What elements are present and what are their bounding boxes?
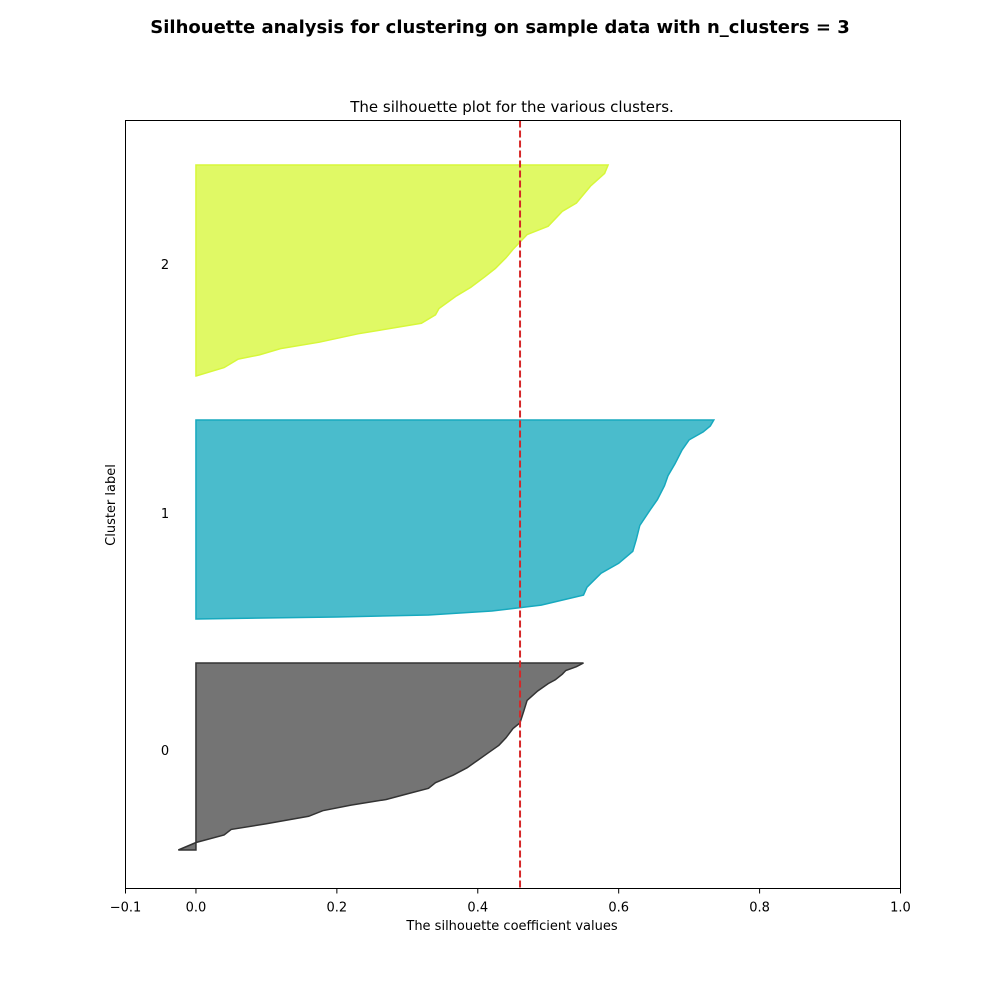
cluster-label-2: 2: [161, 258, 169, 273]
silhouette-area-cluster-2: [195, 164, 610, 377]
cluster-label-1: 1: [161, 507, 169, 522]
x-tick-label: 0.8: [749, 901, 770, 916]
y-axis-label: Cluster label: [104, 464, 119, 546]
cluster-label-0: 0: [161, 744, 169, 759]
x-tick-label: 0.6: [608, 901, 629, 916]
cluster-labels: 0 1 2: [161, 258, 169, 759]
x-tick-label: 0.4: [467, 901, 488, 916]
x-tick-label: 1.0: [890, 901, 911, 916]
silhouette-areas: [178, 164, 716, 851]
x-tick-label: −0.1: [110, 901, 142, 916]
axes-frame: [125, 120, 901, 889]
plot-title: The silhouette plot for the various clus…: [349, 98, 674, 116]
x-tick-label: 0.0: [186, 901, 207, 916]
x-axis-label: The silhouette coefficient values: [405, 919, 617, 934]
x-tick-label: 0.2: [327, 901, 348, 916]
silhouette-area-cluster-1: [195, 419, 716, 620]
silhouette-area-cluster-0: [178, 662, 584, 851]
x-axis-ticks: −0.1 0.0 0.2 0.4 0.6 0.8 1.0: [110, 888, 911, 916]
figure-suptitle: Silhouette analysis for clustering on sa…: [150, 17, 850, 38]
